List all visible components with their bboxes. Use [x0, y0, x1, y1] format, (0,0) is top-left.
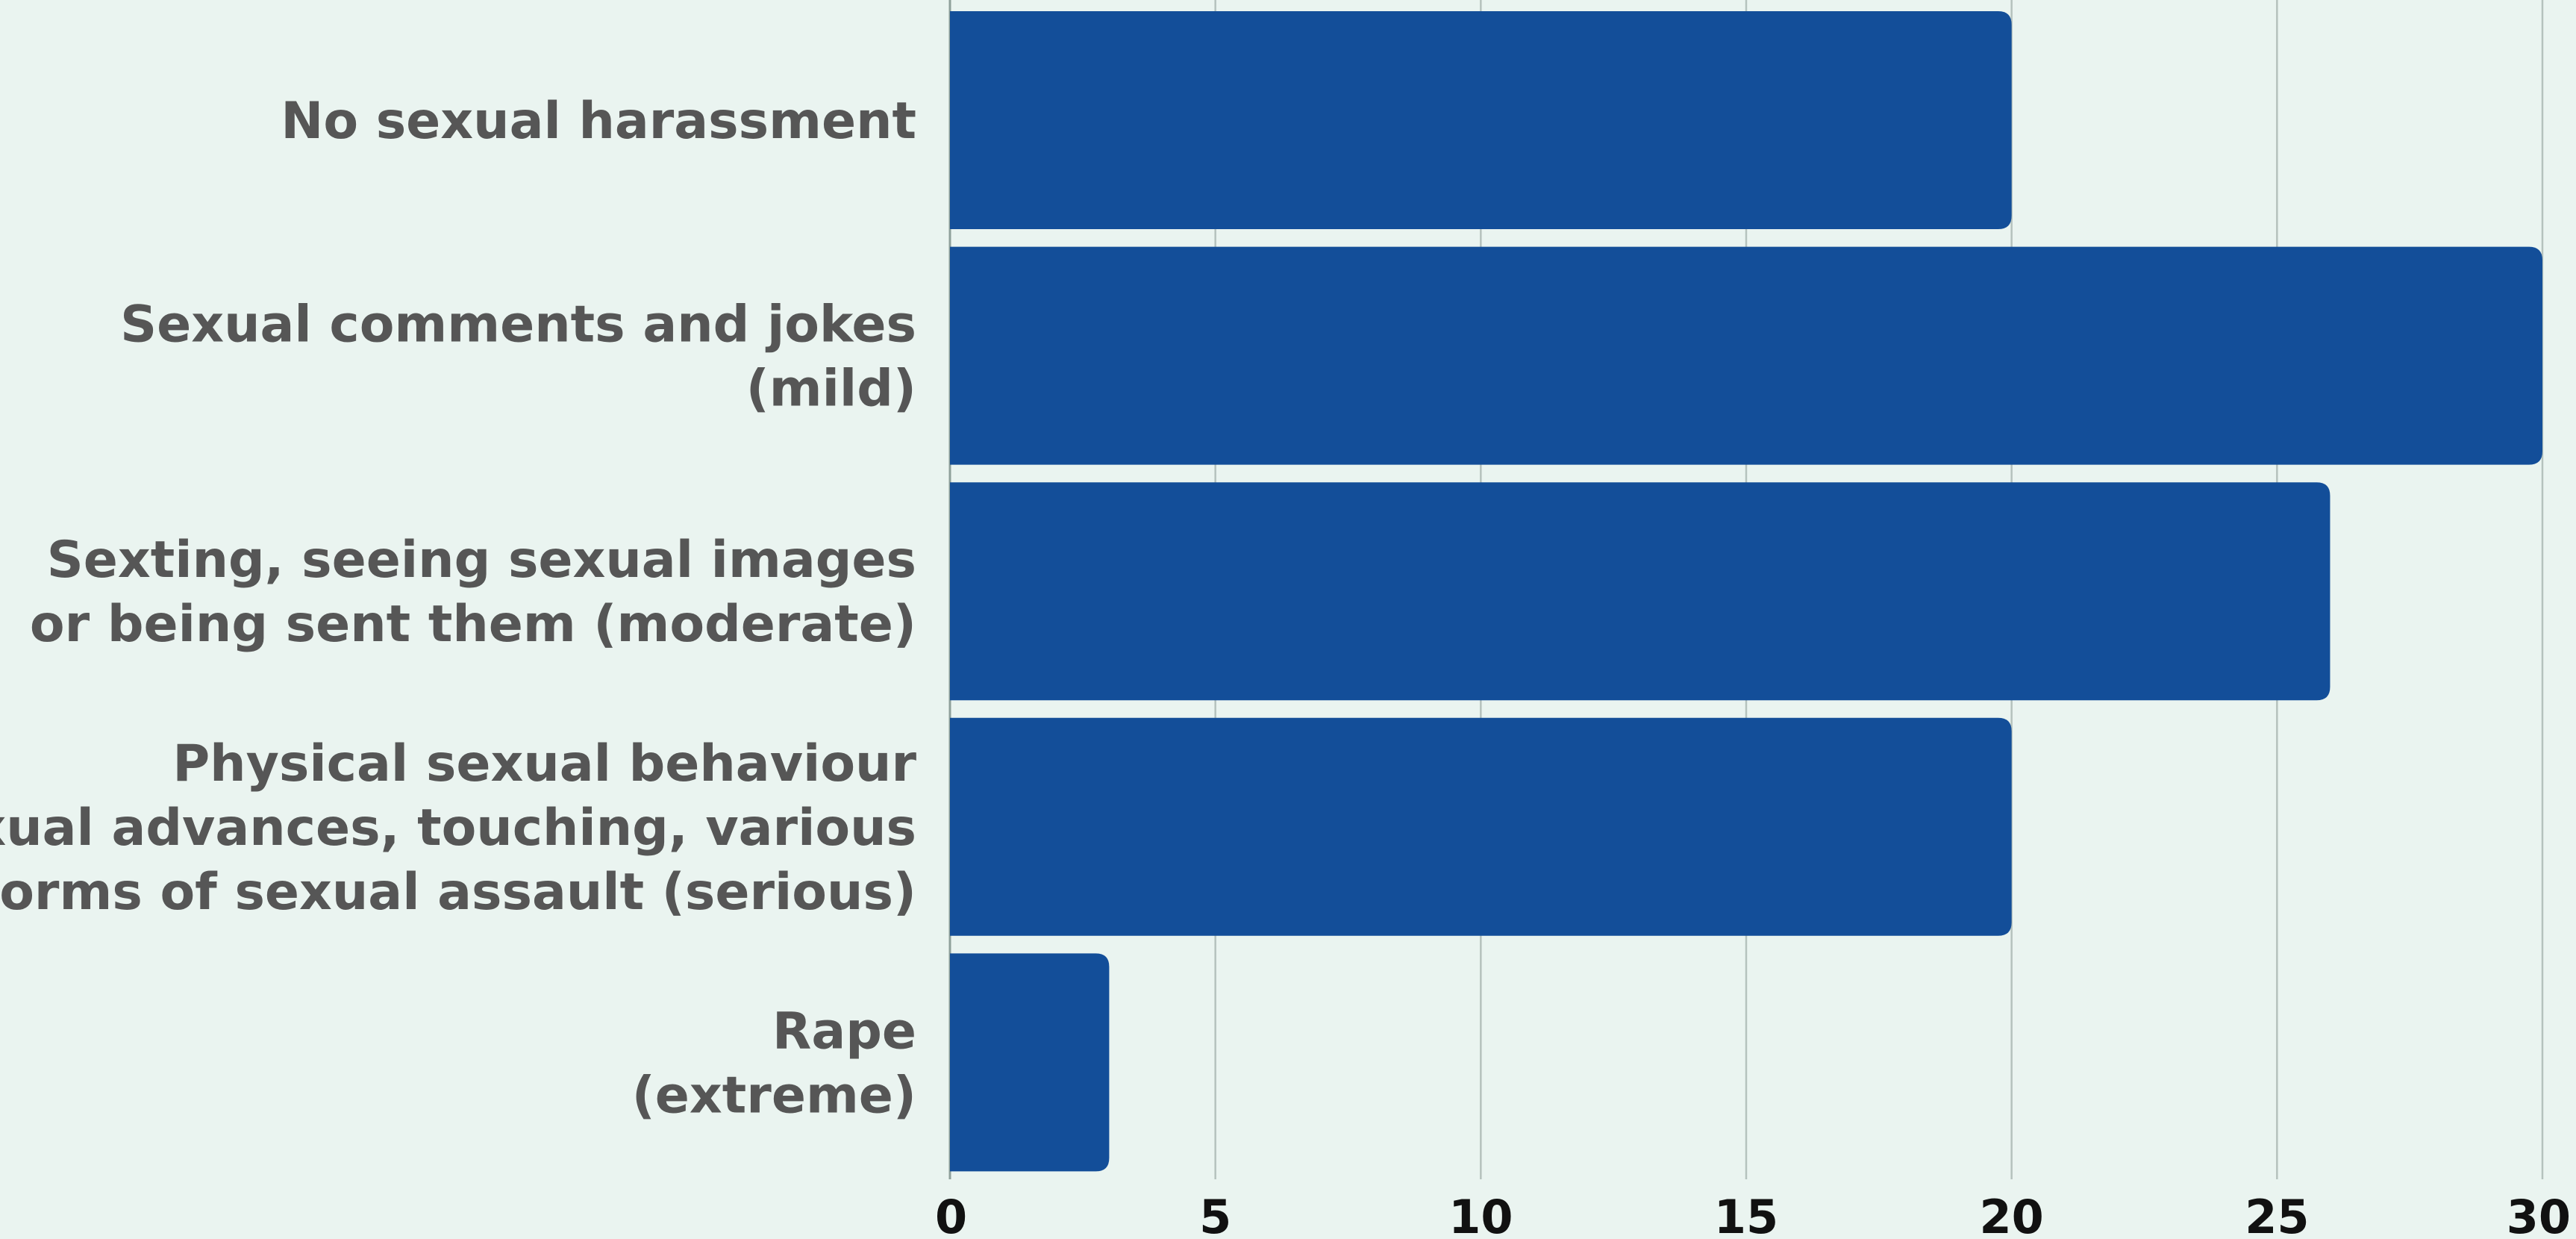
category-labels: No sexual harassment Sexual comments and …	[0, 92, 916, 1125]
bar-5	[950, 953, 1110, 1172]
category-label-1: No sexual harassment	[281, 92, 916, 151]
category-label-line: Physical sexual behaviour	[172, 734, 916, 793]
category-label-line: No sexual harassment	[281, 92, 916, 151]
category-label-line: Rape	[772, 1002, 916, 1061]
category-label-line: or being sent them (moderate)	[30, 595, 916, 654]
x-tick-label-0: 0	[935, 1190, 967, 1239]
x-tick-label-10: 10	[1448, 1190, 1513, 1239]
x-tick-label-25: 25	[2245, 1190, 2309, 1239]
category-label-2: Sexual comments and jokes (mild)	[120, 296, 916, 419]
category-label-5: Rape (extreme)	[632, 1002, 916, 1125]
category-label-line: (extreme)	[632, 1066, 916, 1125]
bar-3	[950, 482, 2330, 701]
bar-1	[950, 11, 2012, 229]
category-label-line: (mild)	[746, 360, 916, 419]
category-label-3: Sexting, seeing sexual images or being se…	[30, 531, 916, 654]
x-tick-label-20: 20	[1980, 1190, 2044, 1239]
x-tick-label-30: 30	[2507, 1190, 2571, 1239]
category-label-line: Sexting, seeing sexual images	[47, 531, 916, 590]
category-label-4: Physical sexual behaviour sexual advances…	[0, 734, 916, 922]
x-tick-label-5: 5	[1199, 1190, 1231, 1239]
category-label-line: forms of sexual assault (serious)	[0, 863, 916, 922]
bar-2	[950, 246, 2542, 465]
category-label-line: sexual advances, touching, various	[0, 799, 916, 858]
x-tick-label-15: 15	[1714, 1190, 1778, 1239]
bars	[950, 11, 2542, 1172]
category-label-line: Sexual comments and jokes	[120, 296, 916, 355]
x-axis-tick-labels: 0 5 10 15 20 25 30	[935, 1190, 2571, 1239]
bar-4	[950, 717, 2012, 936]
